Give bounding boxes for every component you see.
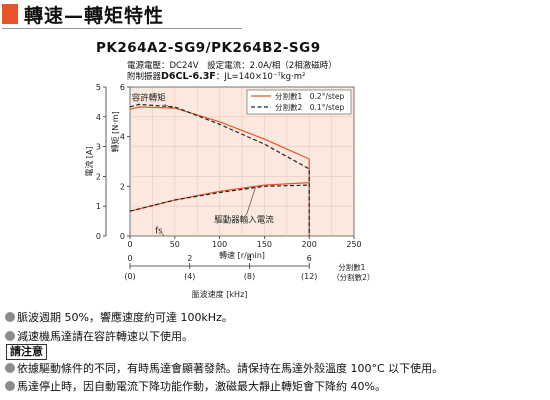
pulse-tick-bottom-label: (4) [184,272,195,281]
speed-axis-label: 轉速 [r/min] [219,250,265,260]
note-heat: 依據驅動條件的不同，有時馬達會顯著發熱。請保持在馬達外殼溫度 100°C 以下使… [5,360,443,376]
annotation-leader-fs [162,233,165,237]
torque-tick-label: 0 [120,232,125,241]
current-tick-label: 4 [96,113,101,122]
annotation-leader-torque [163,104,174,109]
note-speed-limit: 減速機馬達請在容許轉速以下使用。 [5,328,193,344]
pulse-tick-bottom-label: (8) [244,272,255,281]
pulse-tick-bottom-label: (0) [124,272,135,281]
annotation-leader-current [246,187,256,215]
pulse-tick-top-label: 0 [127,254,132,263]
spec-damper-prefix: 附制振器 [127,72,162,82]
current-tick-label: 5 [96,83,101,92]
current-tick-label: 0 [96,232,101,241]
note-current-down-text: 馬達停止時，因自動電流下降功能作動，激磁最大靜止轉矩會下降約 40%。 [17,380,386,393]
note-heat-text: 依據驅動條件的不同，有時馬達會顯著發熱。請保持在馬達外殼溫度 100°C 以下使… [17,362,444,375]
legend-label-0: 分割數1 0.2°/step [275,91,344,101]
heading-accent-mark [2,4,18,24]
speed-tick-label: 0 [127,240,132,249]
pulse-top-unit-label: 分割數1 [338,262,365,272]
note-pulse-duty: 脈波週期 50%，響應速度約可達 100kHz。 [5,309,233,325]
pulse-tick-top-label: 6 [307,254,312,263]
speed-tick-label: 50 [170,240,180,249]
note-pulse-duty-text: 脈波週期 50%，響應速度約可達 100kHz。 [17,311,233,324]
current-tick-label: 2 [96,172,101,181]
annotation-permissible-torque: 容許轉矩 [132,93,167,104]
current-tick-label: 3 [96,143,101,152]
speed-tick-label: 250 [346,240,361,249]
caution-label: 請注意 [6,344,47,360]
bullet-icon [5,312,15,322]
heading-divider [2,28,242,29]
annotation-input-current: 驅動器輸入電流 [214,214,274,225]
bullet-icon [5,331,15,341]
spec-damper: 附制振器D6CL-6.3F：JL=140×10⁻⁷kg·m² [127,70,305,82]
bullet-icon [5,381,15,391]
series-line-2 [129,182,310,212]
pulse-bottom-unit-label: （分割數2） [332,272,374,282]
spec-power: 電源電壓：DC24V 設定電流：2.0A/相（2相激磁時） [127,61,337,71]
note-current-down: 馬達停止時，因自動電流下降功能作動，激磁最大靜止轉矩會下降約 40%。 [5,378,386,394]
pulse-tick-top-label: 2 [187,254,192,263]
series-line-1 [129,103,310,236]
legend-label-1: 分割數2 0.1°/step [275,102,344,112]
current-axis-label: 電流 [A] [84,146,94,176]
torque-tick-label: 2 [120,182,125,191]
page-title: 轉速—轉矩特性 [24,4,165,27]
spec-inertia: ：JL=140×10⁻⁷kg·m² [215,72,306,82]
speed-torque-chart: 0 1 2 3 4 5 電流 [A] 0 2 4 6 轉矩 [N·m] 0 50 100 150 200 250 轉… [84,83,374,299]
torque-tick-label: 6 [120,83,125,92]
current-tick-label: 1 [96,202,101,211]
legend-box [246,89,352,115]
spec-damper-model: D6CL-6.3F [161,71,216,82]
torque-axis-label: 轉矩 [N·m] [110,111,120,152]
pulse-tick-top-label: 4 [247,254,252,263]
annotation-fs: fs [155,227,163,237]
model-name: PK264A2-SG9/PK264B2-SG9 [96,40,321,56]
bullet-icon [5,363,15,373]
series-line-0 [129,106,310,236]
speed-tick-label: 100 [212,240,227,249]
section-heading: 轉速—轉矩特性 [2,2,165,27]
speed-tick-label: 200 [302,240,317,249]
pulse-tick-bottom-label: (12) [301,272,317,281]
note-speed-limit-text: 減速機馬達請在容許轉速以下使用。 [17,330,193,343]
torque-tick-label: 4 [120,133,125,142]
speed-tick-label: 150 [257,240,272,249]
pulse-axis-label: 脈波速度 [kHz] [192,289,248,299]
series-line-3 [129,184,310,212]
